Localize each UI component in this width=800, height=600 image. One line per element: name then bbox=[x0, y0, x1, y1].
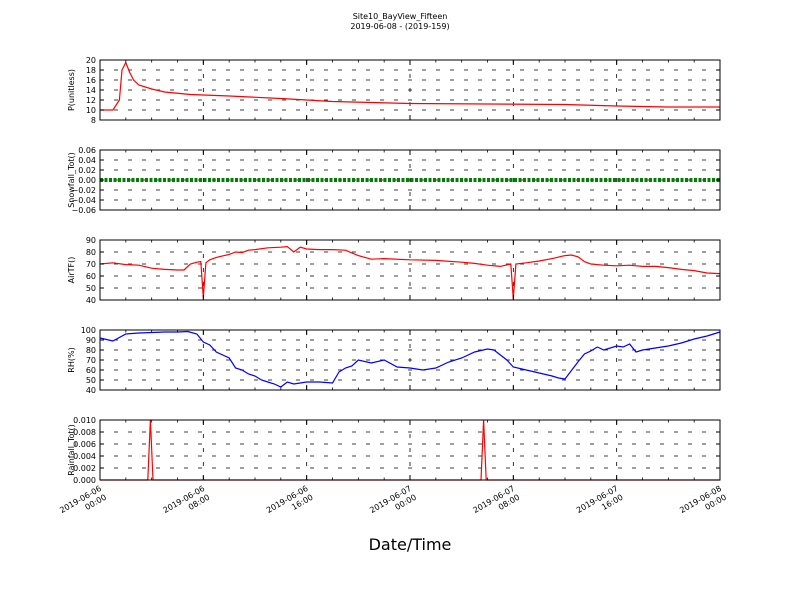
y-tick-label: 20 bbox=[86, 56, 96, 65]
y-tick-label: 0.002 bbox=[73, 464, 96, 473]
y-tick-label: 90 bbox=[86, 236, 96, 245]
y-tick-label: 60 bbox=[86, 366, 96, 375]
y-axis-label: Snowfall_Tot() bbox=[67, 152, 76, 208]
panels-group: 8101214161820P(unitless)−0.06−0.04−0.020… bbox=[67, 56, 721, 485]
series-line bbox=[100, 61, 720, 111]
y-axis-label: AirTF() bbox=[67, 257, 76, 284]
y-tick-label: 0.006 bbox=[73, 440, 96, 449]
y-tick-label: 0.000 bbox=[73, 476, 96, 485]
y-tick-label: 0.04 bbox=[78, 156, 96, 165]
series-line bbox=[99, 245, 721, 299]
x-tick-label: 2019-06-0608:00 bbox=[162, 484, 212, 524]
panel-2: −0.06−0.04−0.020.000.020.040.06Snowfall_… bbox=[67, 146, 721, 215]
y-tick-label: 50 bbox=[86, 284, 96, 293]
y-tick-label: 100 bbox=[81, 326, 96, 335]
figure-title-line2: 2019-06-08 - (2019-159) bbox=[350, 22, 449, 31]
y-tick-label: 12 bbox=[86, 96, 96, 105]
x-axis-label: Date/Time bbox=[369, 535, 452, 554]
y-tick-label: 0.02 bbox=[78, 166, 96, 175]
y-tick-label: 0.00 bbox=[78, 176, 96, 185]
y-tick-label: 80 bbox=[86, 346, 96, 355]
y-tick-label: 40 bbox=[86, 386, 96, 395]
y-tick-label: 80 bbox=[86, 248, 96, 257]
y-tick-label: 40 bbox=[86, 296, 96, 305]
y-tick-label: 70 bbox=[86, 260, 96, 269]
y-tick-label: −0.02 bbox=[71, 186, 96, 195]
y-tick-label: 14 bbox=[86, 86, 96, 95]
y-tick-label: 8 bbox=[91, 116, 96, 125]
y-tick-label: 0.010 bbox=[73, 416, 96, 425]
y-axis-label: Rainfall_Tot() bbox=[67, 424, 76, 476]
y-tick-label: 10 bbox=[86, 106, 96, 115]
y-tick-label: 0.008 bbox=[73, 428, 96, 437]
x-tick-label: 2019-06-0616:00 bbox=[265, 484, 315, 524]
x-tick-label: 2019-06-0716:00 bbox=[575, 484, 625, 524]
y-tick-label: −0.06 bbox=[71, 206, 96, 215]
x-tick-label: 2019-06-0800:00 bbox=[678, 484, 728, 524]
y-axis-label: P(unitless) bbox=[67, 69, 76, 111]
figure-title-line1: Site10_BayView_Fifteen bbox=[353, 12, 448, 21]
y-tick-label: 0.06 bbox=[78, 146, 96, 155]
x-tick-label: 2019-06-0708:00 bbox=[472, 484, 522, 524]
x-tick-label: 2019-06-0600:00 bbox=[58, 484, 108, 524]
y-tick-label: 16 bbox=[86, 76, 96, 85]
y-tick-label: 60 bbox=[86, 272, 96, 281]
y-tick-label: −0.04 bbox=[71, 196, 96, 205]
series-line bbox=[99, 330, 721, 388]
y-tick-label: 90 bbox=[86, 336, 96, 345]
y-axis-label: RH(%) bbox=[67, 347, 76, 372]
y-tick-label: 0.004 bbox=[73, 452, 96, 461]
x-tick-labels: 2019-06-0600:00 2019-06-0608:00 2019-06-06… bbox=[58, 484, 728, 524]
y-tick-label: 18 bbox=[86, 66, 96, 75]
x-tick-label: 2019-06-0700:00 bbox=[368, 484, 418, 524]
panel-5: 0.000 0.002 0.004 0.006 0.008 0.010Rainfall_T… bbox=[67, 416, 721, 485]
y-tick-label: 70 bbox=[86, 356, 96, 365]
y-tick-label: 50 bbox=[86, 376, 96, 385]
panel-3: 40 50 60 70 80 90 AirTF() bbox=[67, 236, 721, 305]
